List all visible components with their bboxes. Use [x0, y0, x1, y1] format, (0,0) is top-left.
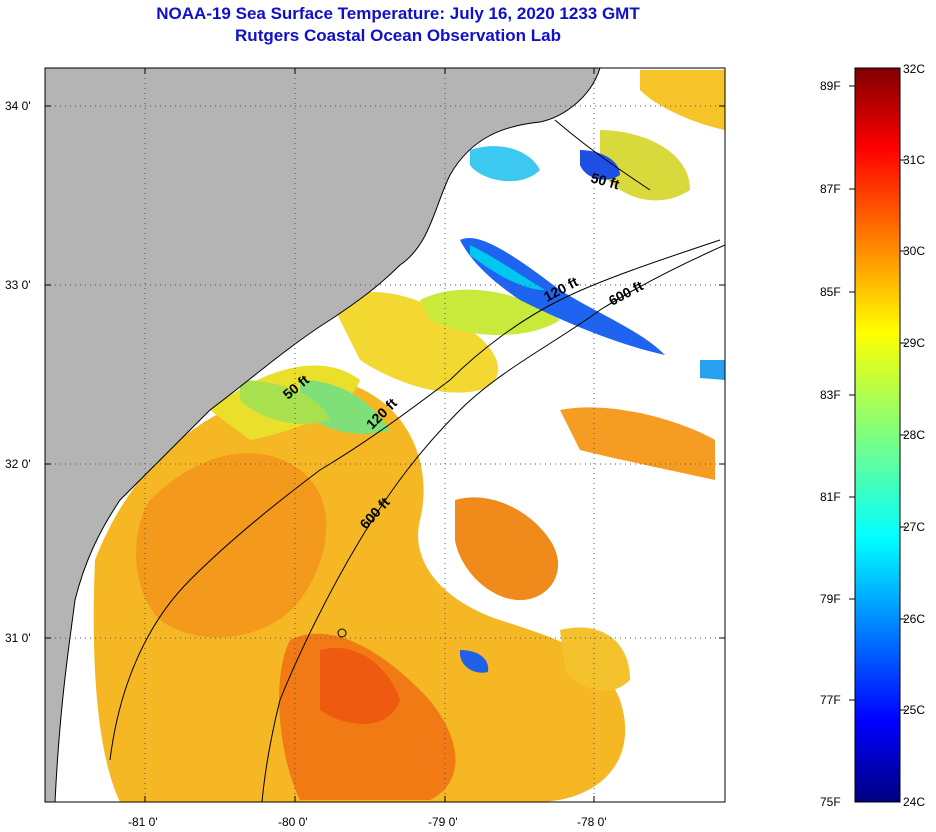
lat-tick-label: 32 0' [5, 457, 31, 471]
colorbar-label-f: 79F [820, 592, 841, 606]
colorbar-label-c: 32C [903, 62, 925, 76]
colorbar-label-f: 83F [820, 388, 841, 402]
colorbar [854, 67, 901, 803]
map-frame [44, 67, 726, 803]
colorbar-label-c: 30C [903, 244, 925, 258]
axis-ticks [45, 68, 725, 802]
lat-tick-label: 31 0' [5, 631, 31, 645]
lat-tick-label: 34 0' [5, 99, 31, 113]
isobath-600ft [261, 244, 725, 802]
colorbar-label-f: 75F [820, 795, 841, 809]
colorbar-label-c: 31C [903, 153, 925, 167]
sst-data-layer [80, 70, 725, 802]
colorbar-ticks [849, 85, 906, 711]
isobath-120ft [109, 239, 721, 761]
colorbar-label-c: 27C [903, 520, 925, 534]
lon-tick-label: -78 0' [577, 815, 607, 829]
lon-tick-label: -79 0' [428, 815, 458, 829]
colorbar-label-f: 81F [820, 490, 841, 504]
colorbar-label-c: 24C [903, 795, 925, 809]
colorbar-label-c: 29C [903, 336, 925, 350]
map-area [45, 68, 725, 802]
isobath-50ft-north [554, 119, 651, 191]
colorbar-label-c: 26C [903, 612, 925, 626]
colorbar-label-f: 85F [820, 285, 841, 299]
contour-label-50ft-north: 50 ft [589, 169, 621, 192]
map-subtitle: Rutgers Coastal Ocean Observation Lab [235, 26, 561, 45]
land-mass [45, 68, 600, 802]
colorbar-label-c: 25C [903, 703, 925, 717]
lon-tick-label: -81 0' [128, 815, 158, 829]
colorbar-label-f: 77F [820, 693, 841, 707]
colorbar-label-f: 87F [820, 182, 841, 196]
colorbar-label-c: 28C [903, 428, 925, 442]
map-title: NOAA-19 Sea Surface Temperature: July 16… [156, 4, 640, 23]
colorbar-label-f: 89F [820, 79, 841, 93]
lon-tick-label: -80 0' [278, 815, 308, 829]
graticule [45, 68, 725, 802]
coastline [54, 68, 601, 802]
lat-tick-label: 33 0' [5, 278, 31, 292]
